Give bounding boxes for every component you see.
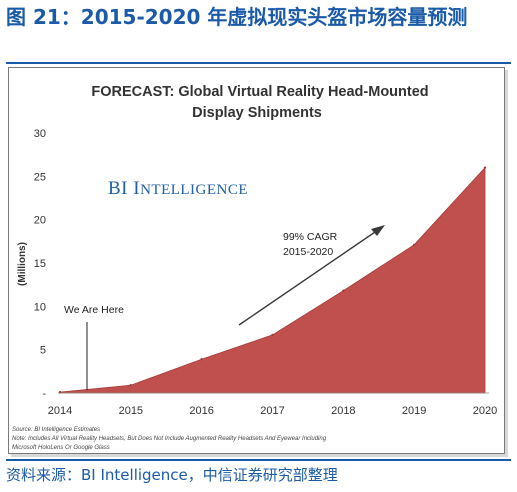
y-tick-label: 25	[34, 171, 46, 183]
y-tick-label: -	[42, 388, 46, 400]
note-source: Source: BI Intelligence Estimates	[12, 427, 100, 433]
we-are-here-label: We Are Here	[64, 304, 124, 316]
data-points	[58, 166, 487, 394]
cagr-period-label: 2015-2020	[283, 246, 333, 258]
cagr-arrow	[238, 229, 379, 326]
y-tick-label: 5	[40, 345, 46, 357]
source-note: 资料来源：BI Intelligence，中信证券研究部整理	[6, 466, 338, 484]
x-tick-label: 2020	[473, 405, 497, 417]
note-includes: Note: Includes All Virtual Reality Heads…	[12, 436, 327, 442]
x-tick-label: 2017	[260, 405, 284, 417]
y-tick-label: 30	[34, 128, 46, 140]
data-point	[412, 243, 416, 246]
shipments-area	[59, 166, 486, 394]
data-point	[129, 384, 133, 387]
source-rule	[6, 459, 511, 461]
note-hololens: Microsoft HoloLens Or Google Glass	[12, 445, 110, 451]
watermark-logo: BI INTELLIGENCE	[108, 178, 248, 199]
x-axis-ticks: 2014 2015 2016 2017 2018 2019 2020	[48, 405, 497, 417]
cagr-arrowhead	[371, 225, 385, 236]
data-point	[342, 289, 345, 292]
y-tick-label: 10	[34, 301, 46, 313]
x-tick-label: 2014	[48, 405, 72, 417]
y-tick-label: 15	[34, 258, 46, 270]
y-tick-label: 20	[34, 215, 46, 227]
data-point	[200, 358, 203, 361]
chart-subtitle: Display Shipments	[192, 105, 322, 121]
x-tick-label: 2015	[119, 405, 143, 417]
y-axis-ticks: - 5 10 15 20 25 30	[34, 128, 47, 400]
x-tick-label: 2018	[331, 405, 355, 417]
data-point	[58, 390, 62, 394]
x-tick-label: 2019	[402, 405, 426, 417]
data-point	[483, 166, 487, 169]
figure-caption: 图 21：2015-2020 年虚拟现实头盔市场容量预测	[6, 5, 468, 29]
cagr-label: 99% CAGR	[283, 231, 338, 243]
x-tick-label: 2016	[189, 405, 213, 417]
y-axis-label: (Millions)	[17, 242, 28, 286]
chart-title: FORECAST: Global Virtual Reality Head-Mo…	[91, 84, 428, 100]
caption-rule	[6, 62, 511, 64]
data-point	[271, 333, 274, 337]
